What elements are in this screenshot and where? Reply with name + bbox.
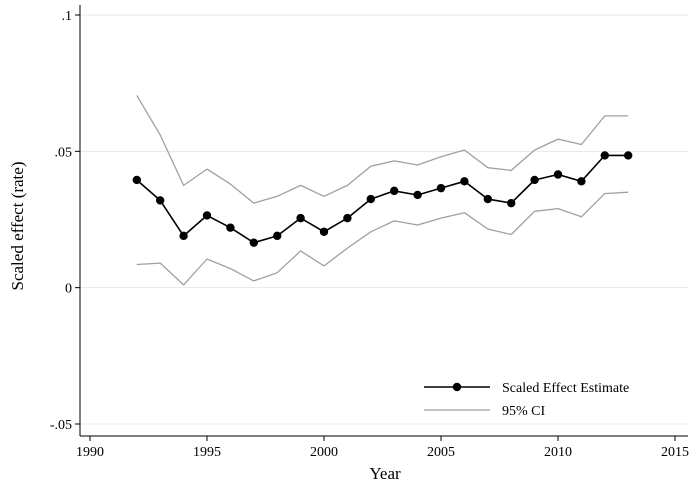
- legend-ci-label: 95% CI: [502, 404, 546, 419]
- x-tick-label: 2005: [427, 445, 455, 460]
- legend-estimate-label: Scaled Effect Estimate: [502, 381, 629, 396]
- estimate-point: [202, 211, 212, 220]
- estimate-point: [296, 213, 305, 223]
- x-tick-label: 1995: [193, 445, 221, 460]
- legend-estimate-marker: [452, 382, 462, 392]
- axes: [79, 5, 688, 437]
- grid-lines: [80, 14, 688, 425]
- y-tick-label: 0: [65, 282, 72, 297]
- y-tick-label: -.05: [50, 418, 72, 433]
- estimate-point: [553, 170, 563, 179]
- estimate-point: [226, 223, 235, 232]
- ci-bound-line: [136, 95, 629, 204]
- estimate-point: [436, 183, 446, 193]
- x-tick-label: 2000: [310, 445, 338, 460]
- y-tick-label: .05: [55, 145, 73, 160]
- estimate-point: [413, 190, 422, 200]
- estimate-point: [460, 177, 469, 186]
- estimate-point: [577, 177, 586, 186]
- series-lines: [136, 95, 629, 286]
- estimate-point: [156, 196, 165, 205]
- x-tick-label: 2010: [544, 445, 572, 460]
- y-tick-label: .1: [62, 9, 73, 24]
- estimate-point: [530, 175, 539, 185]
- estimate-point: [483, 194, 492, 204]
- x-tick-label: 1990: [76, 445, 104, 460]
- y-axis-title: Scaled effect (rate): [8, 162, 27, 291]
- x-axis-title: Year: [369, 464, 401, 483]
- y-axis-ticks: -.05 0 .05 .1: [50, 9, 80, 433]
- estimate-point: [366, 194, 375, 204]
- x-axis-ticks: 1990 1995 2000 2005 2010 2015: [76, 436, 689, 460]
- estimate-point: [132, 175, 141, 185]
- estimate-point: [273, 231, 282, 241]
- ci-bound-line: [136, 191, 629, 286]
- estimate-point: [390, 186, 399, 196]
- estimate-point: [249, 238, 258, 247]
- estimate-point: [600, 151, 609, 160]
- estimate-point: [179, 231, 188, 241]
- estimate-point: [507, 198, 516, 208]
- x-tick-label: 2015: [661, 445, 689, 460]
- estimate-line: [136, 154, 629, 244]
- legend: Scaled Effect Estimate 95% CI: [424, 381, 629, 419]
- estimate-point: [343, 213, 352, 223]
- estimate-point: [319, 227, 329, 236]
- series-markers: [132, 151, 633, 247]
- estimate-point: [624, 151, 633, 160]
